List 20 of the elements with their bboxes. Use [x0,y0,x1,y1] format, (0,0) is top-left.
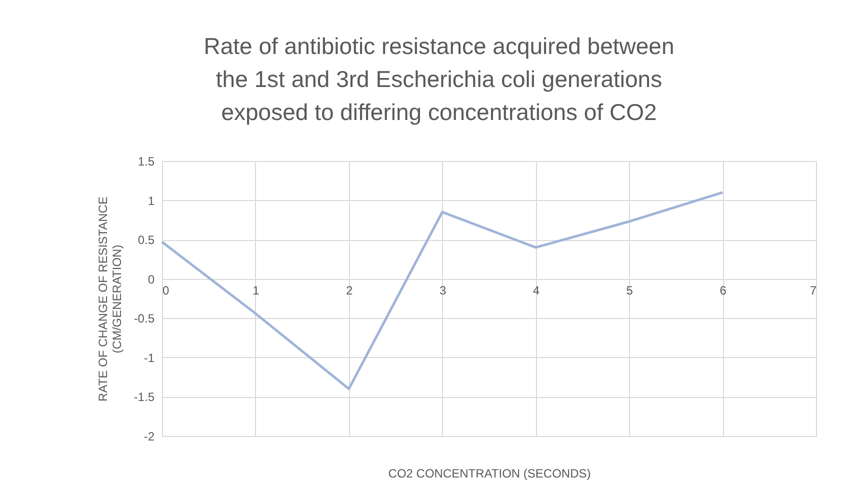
y-tick-label: 0.5 [138,233,155,248]
x-tick-label: 5 [626,283,634,298]
y-tick-label: 1 [148,194,155,208]
y-tick-label: 0 [148,272,155,286]
y-tick-label: -0.5 [134,312,155,326]
y-tick-label: 1.5 [138,154,155,168]
x-tick-label: 3 [439,283,446,298]
x-axis-title: CO2 CONCENTRATION (SECONDS) [388,466,591,480]
x-tick-label: 0 [162,283,170,298]
x-tick-label: 7 [810,283,817,298]
y-axis-title: RATE OF CHANGE OF RESISTANCE (CM/GENERATION) [96,196,124,402]
line-series [160,191,724,390]
x-tick-label: 4 [532,283,540,298]
x-tick-label: 6 [720,283,727,298]
y-tick-label: -1 [144,350,155,365]
chart-title: Rate of antibiotic resistance acquired between the 1st and 3rd Escherichia coli generations exposed to differing concentrations of CO2 [204,33,674,125]
y-tick-label: -1.5 [134,390,155,404]
y-tick-label: -2 [144,430,155,444]
x-tick-label: 1 [252,283,260,298]
x-tick-label: 2 [346,283,354,298]
